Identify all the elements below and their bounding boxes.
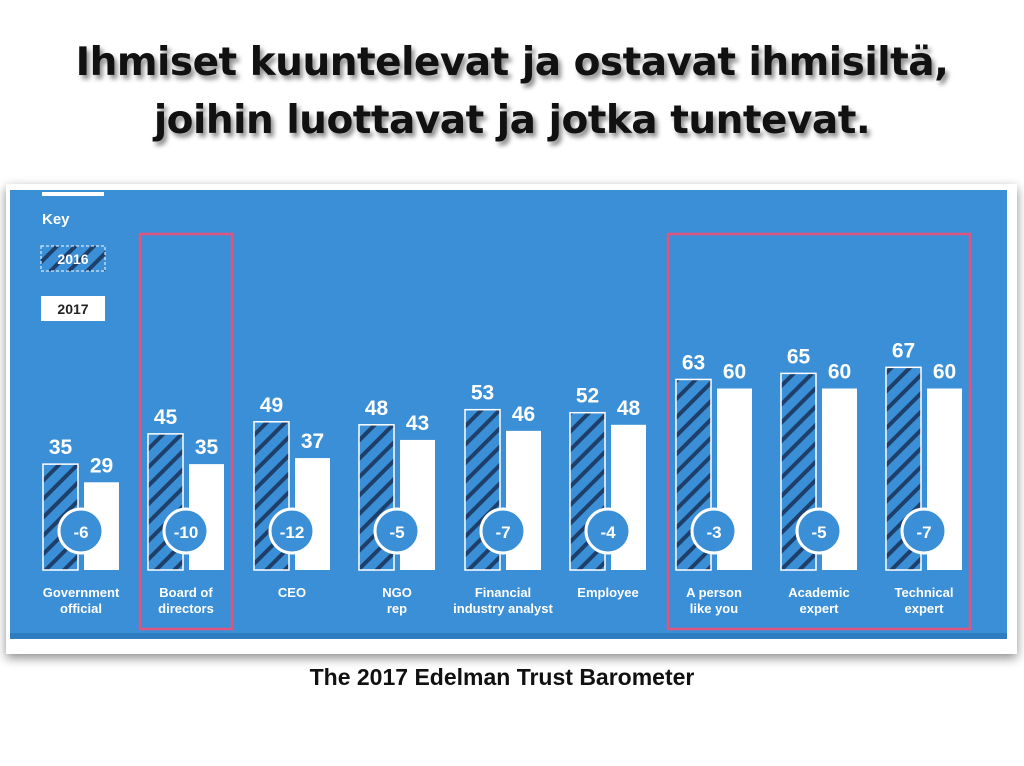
category-label-3-line-1: NGO	[382, 585, 412, 600]
key-swatch-2017	[41, 296, 105, 321]
key-label-2016: 2016	[57, 251, 88, 267]
difference-circle-2	[268, 507, 316, 555]
difference-circle-1	[162, 507, 210, 555]
difference-circle-3	[373, 507, 421, 555]
category-label-2-line-1: CEO	[278, 585, 306, 600]
difference-label-0: -6	[73, 523, 88, 542]
category-label-7-line-2: expert	[799, 601, 839, 616]
key-top-rule	[42, 192, 104, 196]
value-label-2017-1: 35	[195, 436, 219, 459]
difference-label-3: -5	[389, 523, 404, 542]
category-label-8-line-1: Technical	[894, 585, 953, 600]
difference-label-1: -10	[174, 523, 199, 542]
value-label-2016-5: 52	[576, 385, 599, 408]
category-label-1-line-1: Board of	[159, 585, 213, 600]
category-label-6-line-2: like you	[690, 601, 738, 616]
value-label-2017-8: 60	[933, 361, 956, 384]
key-swatch-2016	[40, 245, 106, 272]
value-label-2016-1: 45	[154, 406, 178, 429]
difference-circle-8	[900, 507, 948, 555]
category-label-0-line-1: Government	[43, 585, 120, 600]
category-label-4-line-2: industry analyst	[453, 601, 553, 616]
difference-circle-0	[57, 507, 105, 555]
slide-title-line-1: Ihmiset kuuntelevat ja ostavat ihmisiltä…	[75, 40, 949, 85]
value-label-2016-4: 53	[471, 382, 494, 405]
value-label-2016-7: 65	[787, 345, 811, 368]
bar-2016-3	[358, 424, 395, 571]
difference-circle-4	[479, 507, 527, 555]
category-label-1-line-2: directors	[158, 601, 214, 616]
category-label-3-line-2: rep	[387, 601, 407, 616]
difference-label-2: -12	[280, 523, 305, 542]
category-label-5-line-1: Employee	[577, 585, 638, 600]
value-label-2016-6: 63	[682, 351, 705, 374]
difference-label-4: -7	[495, 523, 510, 542]
value-label-2017-6: 60	[723, 361, 746, 384]
value-label-2016-3: 48	[365, 397, 389, 420]
value-label-2017-7: 60	[828, 361, 851, 384]
category-label-0-line-2: official	[60, 601, 102, 616]
value-label-2016-2: 49	[260, 394, 283, 417]
category-label-6-line-1: A person	[686, 585, 742, 600]
value-label-2017-5: 48	[617, 397, 641, 420]
value-label-2017-3: 43	[406, 412, 429, 435]
key-title: Key	[42, 211, 70, 228]
chart-frame: Key 2016 2017 35 29 -6 Government official 45 35 -…	[6, 184, 1017, 654]
difference-circle-7	[795, 507, 843, 555]
value-label-2016-8: 67	[892, 339, 915, 362]
value-label-2017-4: 46	[512, 403, 535, 426]
category-label-8-line-2: expert	[904, 601, 944, 616]
slide-title: Ihmiset kuuntelevat ja ostavat ihmisiltä…	[0, 34, 1024, 150]
difference-label-6: -3	[706, 523, 721, 542]
slide-title-line-2: joihin luottavat ja jotka tuntevat.	[153, 98, 871, 143]
difference-label-7: -5	[811, 523, 826, 542]
value-label-2017-2: 37	[301, 430, 324, 453]
chart-panel-bottom-strip	[10, 633, 1007, 639]
difference-circle-6	[690, 507, 738, 555]
difference-label-8: -7	[916, 523, 931, 542]
category-label-7-line-1: Academic	[788, 585, 849, 600]
key-label-2017: 2017	[57, 301, 88, 317]
value-label-2017-0: 29	[90, 454, 113, 477]
highlight-box-board-of-directors	[138, 232, 234, 631]
category-label-4-line-1: Financial	[475, 585, 531, 600]
difference-circle-5	[584, 507, 632, 555]
difference-label-5: -4	[600, 523, 616, 542]
chart-caption: The 2017 Edelman Trust Barometer	[309, 664, 695, 690]
highlight-box-peers-and-experts	[666, 232, 972, 631]
value-label-2016-0: 35	[49, 436, 73, 459]
